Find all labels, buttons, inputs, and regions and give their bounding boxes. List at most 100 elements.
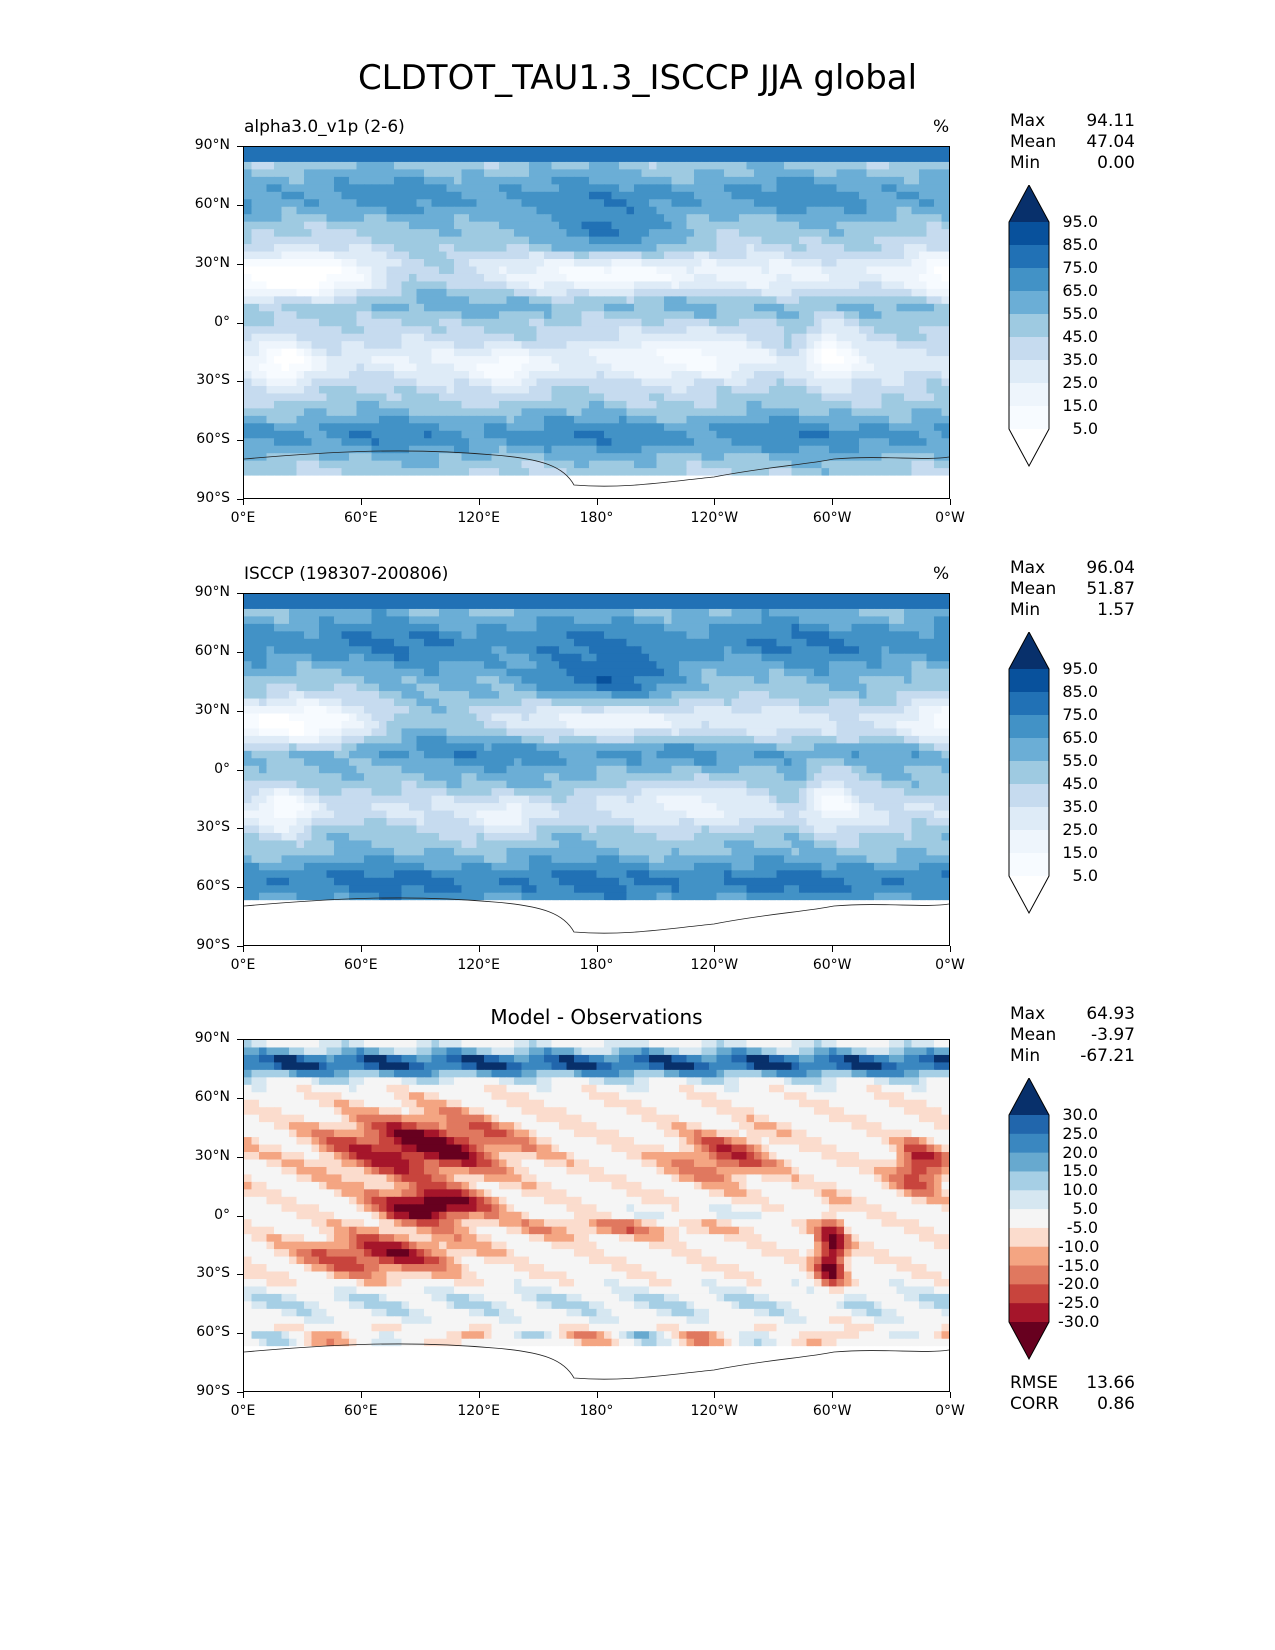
map-cell <box>521 631 530 640</box>
map-cell <box>371 623 380 632</box>
map-cell <box>424 318 433 327</box>
map-cell <box>821 221 830 230</box>
map-cell <box>611 415 620 424</box>
map-cell <box>941 363 949 372</box>
map-cell <box>851 423 860 432</box>
map-cell <box>761 363 770 372</box>
map-cell <box>739 594 748 603</box>
map-cell <box>401 356 410 365</box>
map-cell <box>709 393 718 402</box>
map-cell <box>281 229 290 238</box>
map-cell <box>694 378 703 387</box>
map-cell <box>529 475 538 484</box>
map-cell <box>461 408 470 417</box>
map-cell <box>544 423 553 432</box>
map-cell <box>664 318 673 327</box>
map-cell <box>431 490 440 498</box>
map-cell <box>604 229 613 238</box>
map-cell <box>596 371 605 380</box>
map-cell <box>896 468 905 477</box>
map-cell <box>589 400 598 409</box>
map-cell <box>244 423 253 432</box>
map-cell <box>296 400 305 409</box>
map-cell <box>454 616 463 625</box>
map-cell <box>416 147 425 156</box>
map-cell <box>844 206 853 215</box>
map-cell <box>919 438 928 447</box>
map-cell <box>424 475 433 484</box>
map-cell <box>349 408 358 417</box>
map-cell <box>371 221 380 230</box>
map-cell <box>251 415 260 424</box>
map-cell <box>544 288 553 297</box>
map-cell <box>431 415 440 424</box>
map-cell <box>934 191 943 200</box>
map-cell <box>251 430 260 439</box>
map-cell <box>341 616 350 625</box>
map-cell <box>619 371 628 380</box>
map-cell <box>439 616 448 625</box>
map-cell <box>341 147 350 156</box>
map-cell <box>476 273 485 283</box>
map-cell <box>454 400 463 409</box>
map-cell <box>259 601 268 610</box>
map-cell <box>581 311 590 320</box>
map-cell <box>941 154 949 163</box>
map-cell <box>521 244 530 253</box>
map-cell <box>334 475 343 484</box>
map-cell <box>589 311 598 320</box>
colorbar-segment <box>1009 360 1049 384</box>
map-cell <box>926 490 935 498</box>
map-cell <box>604 616 613 625</box>
map-cell <box>416 303 425 312</box>
map-cell <box>439 154 448 163</box>
map-cell <box>889 438 898 447</box>
map-cell <box>484 221 493 230</box>
map-cell <box>349 244 358 253</box>
map-cell <box>754 430 763 439</box>
map-cell <box>251 348 260 357</box>
map-cell <box>709 303 718 312</box>
map-cell <box>926 594 935 603</box>
map-cell <box>559 490 568 498</box>
map-cell <box>281 438 290 447</box>
map-cell <box>911 191 920 200</box>
map-cell <box>896 601 905 610</box>
map-cell <box>619 288 628 297</box>
map-cell <box>386 460 395 469</box>
map-cell <box>349 438 358 447</box>
map-cell <box>799 378 808 387</box>
map-cell <box>409 251 418 260</box>
map-cell <box>544 475 553 484</box>
map-cell <box>716 348 725 357</box>
map-cell <box>304 199 313 208</box>
map-cell <box>319 214 328 223</box>
map-cell <box>289 147 298 156</box>
map-cell <box>574 378 583 387</box>
map-cell <box>889 616 898 625</box>
map-cell <box>664 161 673 171</box>
map-cell <box>469 273 478 283</box>
map-cell <box>499 453 508 462</box>
map-cell <box>439 326 448 335</box>
map-cell <box>521 191 530 200</box>
map-cell <box>341 333 350 342</box>
map-cell <box>326 490 335 498</box>
map-cell <box>926 453 935 462</box>
map-cell <box>866 251 875 260</box>
map-cell <box>844 601 853 610</box>
map-cell <box>289 199 298 208</box>
map-cell <box>754 266 763 275</box>
map-cell <box>836 483 845 492</box>
map-cell <box>829 408 838 417</box>
map-cell <box>401 236 410 245</box>
map-cell <box>386 453 395 462</box>
map-cell <box>814 341 823 350</box>
map-cell <box>484 273 493 283</box>
map-cell <box>281 288 290 297</box>
colorbar-tick-label: 55.0 <box>1062 304 1098 323</box>
map-cell <box>791 191 800 200</box>
map-cell <box>896 608 905 618</box>
map-cell <box>926 408 935 417</box>
map-cell <box>784 356 793 365</box>
